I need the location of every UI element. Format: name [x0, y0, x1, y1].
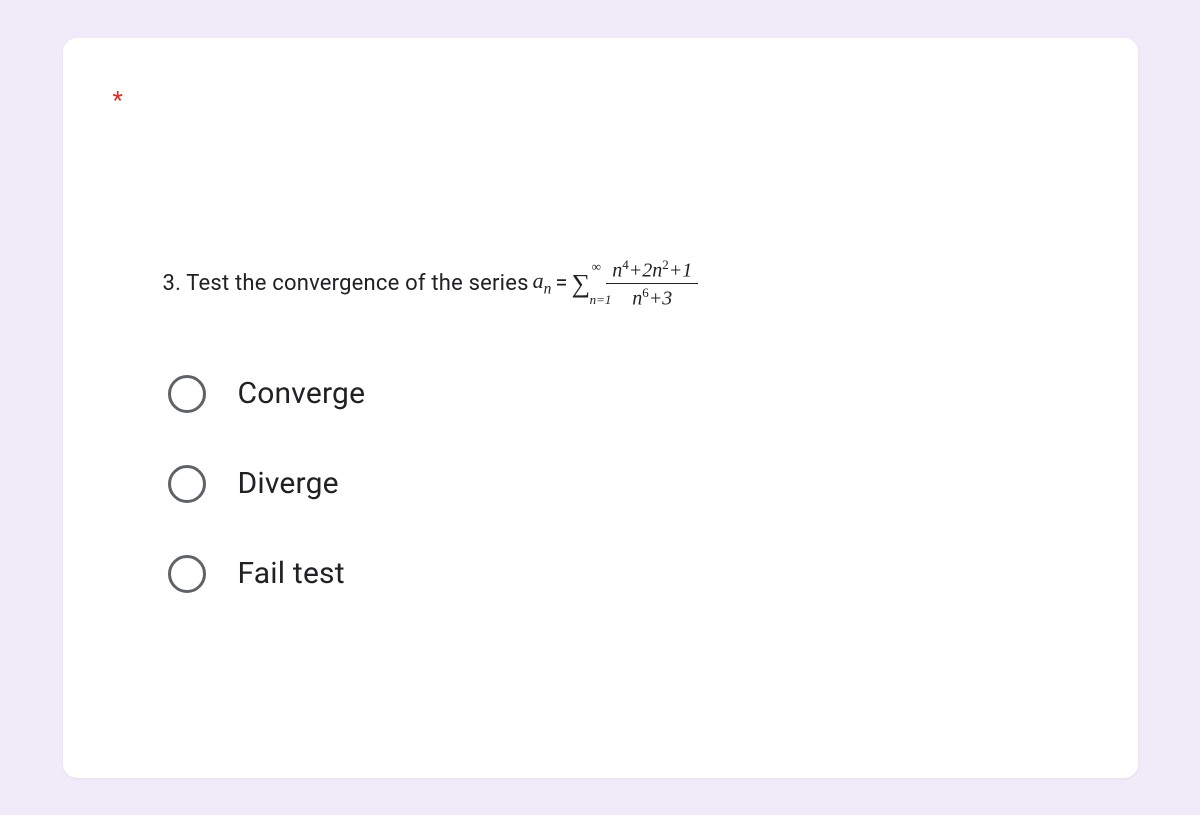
options-group: Converge Diverge Fail test: [168, 375, 1088, 593]
sigma-lower: n=1: [590, 292, 612, 308]
option-diverge[interactable]: Diverge: [168, 465, 1088, 503]
series-term: an: [533, 268, 552, 298]
fraction-numerator: n4+2n2+1: [606, 258, 698, 285]
option-label: Fail test: [238, 556, 345, 591]
radio-icon: [168, 465, 206, 503]
den-plus: +3: [649, 288, 673, 310]
sigma-symbol: ∑: [572, 269, 591, 298]
question-text-row: 3. Test the convergence of the series an…: [163, 258, 1088, 310]
option-fail-test[interactable]: Fail test: [168, 555, 1088, 593]
radio-icon: [168, 555, 206, 593]
option-label: Diverge: [238, 466, 339, 501]
fraction-denominator: n6+3: [626, 284, 678, 310]
option-converge[interactable]: Converge: [168, 375, 1088, 413]
sigma-upper: ∞: [592, 259, 601, 275]
term-subscript: n: [544, 281, 552, 298]
required-asterisk: *: [113, 86, 123, 114]
question-prefix: 3. Test the convergence of the series: [163, 271, 529, 296]
num-n1: n: [612, 259, 622, 281]
equals-sign: =: [555, 271, 567, 296]
option-label: Converge: [238, 376, 366, 411]
term-symbol: a: [533, 268, 544, 293]
fraction: n4+2n2+1 n6+3: [606, 258, 698, 310]
summation: ∑ ∞ n=1: [572, 269, 591, 299]
num-plus1: +2: [629, 259, 653, 281]
radio-icon: [168, 375, 206, 413]
question-card: * 3. Test the convergence of the series …: [63, 38, 1138, 778]
num-plus2: +1: [669, 259, 693, 281]
num-n2: n: [652, 259, 662, 281]
den-n: n: [632, 288, 642, 310]
